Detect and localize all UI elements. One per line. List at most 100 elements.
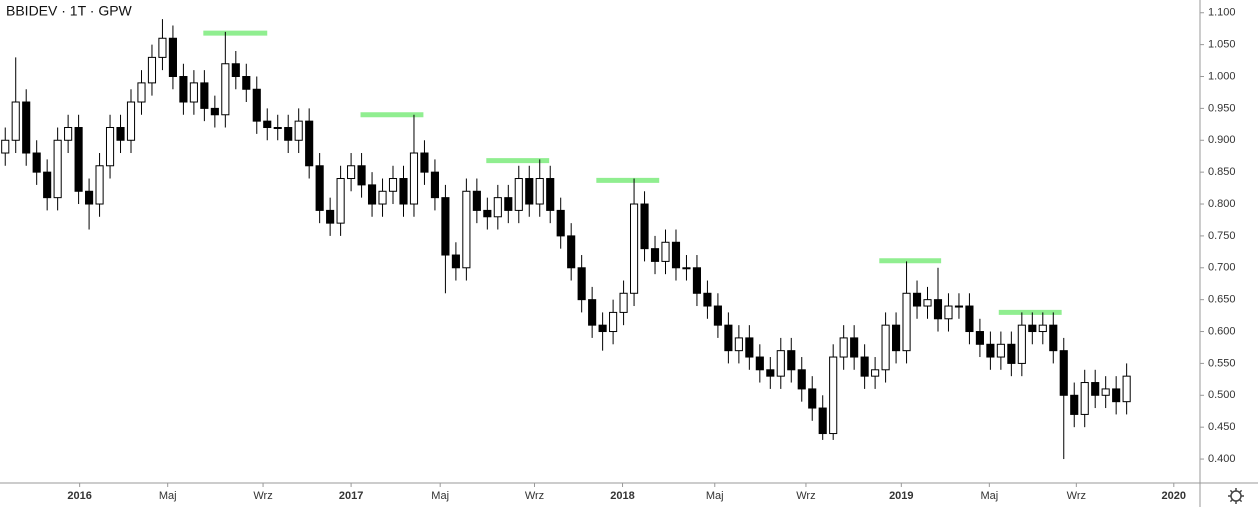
y-tick-label: 0.500 [1208, 389, 1236, 401]
candle-body [724, 324, 733, 352]
candle-body [472, 190, 481, 211]
candle-body [703, 292, 712, 307]
candle-body [32, 152, 41, 173]
candle-body [818, 407, 827, 435]
candle-body [367, 184, 377, 205]
y-tick-label: 0.700 [1208, 262, 1236, 274]
candle-body [776, 350, 785, 377]
candle-body [1007, 343, 1016, 364]
candle-body [871, 369, 880, 377]
candle-body [892, 324, 901, 352]
candle-body [11, 101, 20, 141]
candle-body [640, 203, 649, 250]
candle-body [74, 127, 83, 192]
candle-body [787, 350, 796, 371]
candle-body [556, 209, 565, 237]
candle-body [1049, 324, 1058, 352]
candle-body [619, 292, 628, 313]
candle-body [965, 305, 974, 333]
candle-body [1028, 324, 1037, 333]
x-tick-label: 2019 [889, 490, 913, 502]
candle-body [933, 299, 943, 320]
candle-body [504, 197, 513, 211]
y-tick-label: 0.850 [1208, 166, 1236, 178]
gear-teeth[interactable] [1228, 488, 1244, 504]
candle-body [1080, 382, 1089, 415]
candle-body [850, 337, 859, 358]
settings-icon[interactable] [1228, 488, 1244, 504]
y-tick-label: 0.550 [1208, 357, 1236, 369]
candle-body [305, 120, 314, 167]
candle-body [755, 356, 764, 371]
x-tick-label: Wrz [1067, 490, 1086, 502]
candle-body [609, 311, 618, 333]
candle-body [147, 56, 157, 84]
candle-body [347, 165, 356, 180]
candle-body [493, 197, 502, 218]
candle-body [420, 152, 429, 173]
candle-body [1122, 375, 1131, 403]
y-tick-label: 1.000 [1208, 70, 1236, 82]
y-tick-label: 0.800 [1208, 198, 1236, 210]
candle-body [577, 267, 586, 301]
candle-body [105, 127, 115, 167]
candle-body [483, 209, 492, 218]
candle-body [451, 254, 460, 269]
x-tick-label: Maj [706, 490, 724, 502]
x-tick-label: Wrz [796, 490, 815, 502]
candle-body [357, 165, 366, 186]
candle-body [200, 82, 209, 109]
candle-body [525, 178, 534, 205]
candle-body [692, 267, 702, 294]
candle-body [1112, 388, 1121, 403]
x-tick-label: 2018 [610, 490, 634, 502]
candle-body [336, 178, 345, 224]
candle-body [745, 337, 754, 358]
candle-body [567, 235, 576, 269]
candle-body [441, 197, 450, 256]
y-tick-label: 1.100 [1208, 7, 1236, 19]
candle-body [242, 76, 251, 90]
candle-body [629, 203, 639, 294]
candle-body [881, 324, 890, 371]
candle-body [986, 343, 995, 358]
candle-body [22, 101, 31, 154]
candle-body [179, 76, 188, 103]
candle-body [923, 299, 932, 307]
candle-body [1070, 394, 1079, 415]
candle-body [808, 388, 817, 409]
candle-body [902, 292, 911, 352]
candle-body [598, 324, 607, 333]
candle-body [231, 63, 240, 78]
candle-body [462, 190, 471, 269]
y-tick-label: 0.450 [1208, 421, 1236, 433]
y-tick-label: 0.950 [1208, 102, 1236, 114]
candle-body [535, 178, 544, 205]
candle-body [860, 356, 869, 377]
candle-body [975, 331, 984, 345]
candle-body [388, 178, 398, 192]
candle-body [158, 37, 167, 58]
x-tick-label: Maj [159, 490, 177, 502]
candle-body [221, 63, 230, 116]
x-tick-label: 2016 [67, 490, 91, 502]
candle-body [189, 82, 198, 103]
candle-body [252, 88, 261, 122]
candle-body [399, 178, 408, 205]
y-tick-label: 0.650 [1208, 294, 1236, 306]
candle-body [326, 209, 335, 224]
candle-body [1038, 324, 1047, 333]
candle-body [85, 190, 94, 205]
candle-body [734, 337, 743, 352]
y-tick-label: 0.400 [1208, 453, 1236, 465]
candle-body [137, 82, 146, 103]
candle-body [996, 343, 1005, 358]
y-tick-label: 0.900 [1208, 134, 1236, 146]
candle-body [126, 101, 136, 141]
candle-body [1101, 388, 1110, 396]
candle-body [766, 369, 775, 377]
candle-body [661, 241, 670, 262]
candle-body [944, 305, 953, 320]
